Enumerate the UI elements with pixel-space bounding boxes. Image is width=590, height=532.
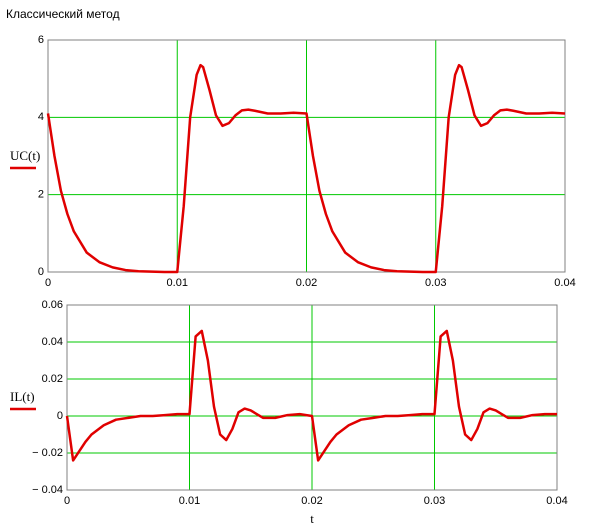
y-tick-label: 0 [57,410,63,422]
y-tick-label: − 0.04 [32,484,63,496]
y-axis-label: UC(t) [10,148,40,163]
x-tick-label: 0.01 [179,495,200,507]
y-tick-label: 6 [38,34,44,46]
x-tick-label: 0.04 [554,277,575,289]
x-tick-label: 0.01 [167,277,188,289]
x-axis-label: t [310,511,314,526]
x-tick-label: 0.03 [425,277,446,289]
y-tick-label: 0.04 [42,336,63,348]
y-tick-label: 0.02 [42,373,63,385]
plot-frame [66,304,558,491]
x-tick-label: 0.04 [546,495,567,507]
data-line [65,329,557,462]
plot-frame [47,39,566,273]
x-tick-label: 0 [45,277,51,289]
x-tick-label: 0 [64,495,70,507]
page-title: Классический метод [6,7,120,21]
y-tick-label: 2 [38,189,44,201]
data-line [46,63,566,274]
y-tick-label: 4 [38,111,44,123]
y-axis-label: IL(t) [10,389,35,404]
x-tick-label: 0.02 [301,495,322,507]
y-tick-label: 0 [38,266,44,278]
x-tick-label: 0.02 [296,277,317,289]
y-tick-label: − 0.02 [32,447,63,459]
y-tick-label: 0.06 [42,299,63,311]
x-tick-label: 0.03 [424,495,445,507]
